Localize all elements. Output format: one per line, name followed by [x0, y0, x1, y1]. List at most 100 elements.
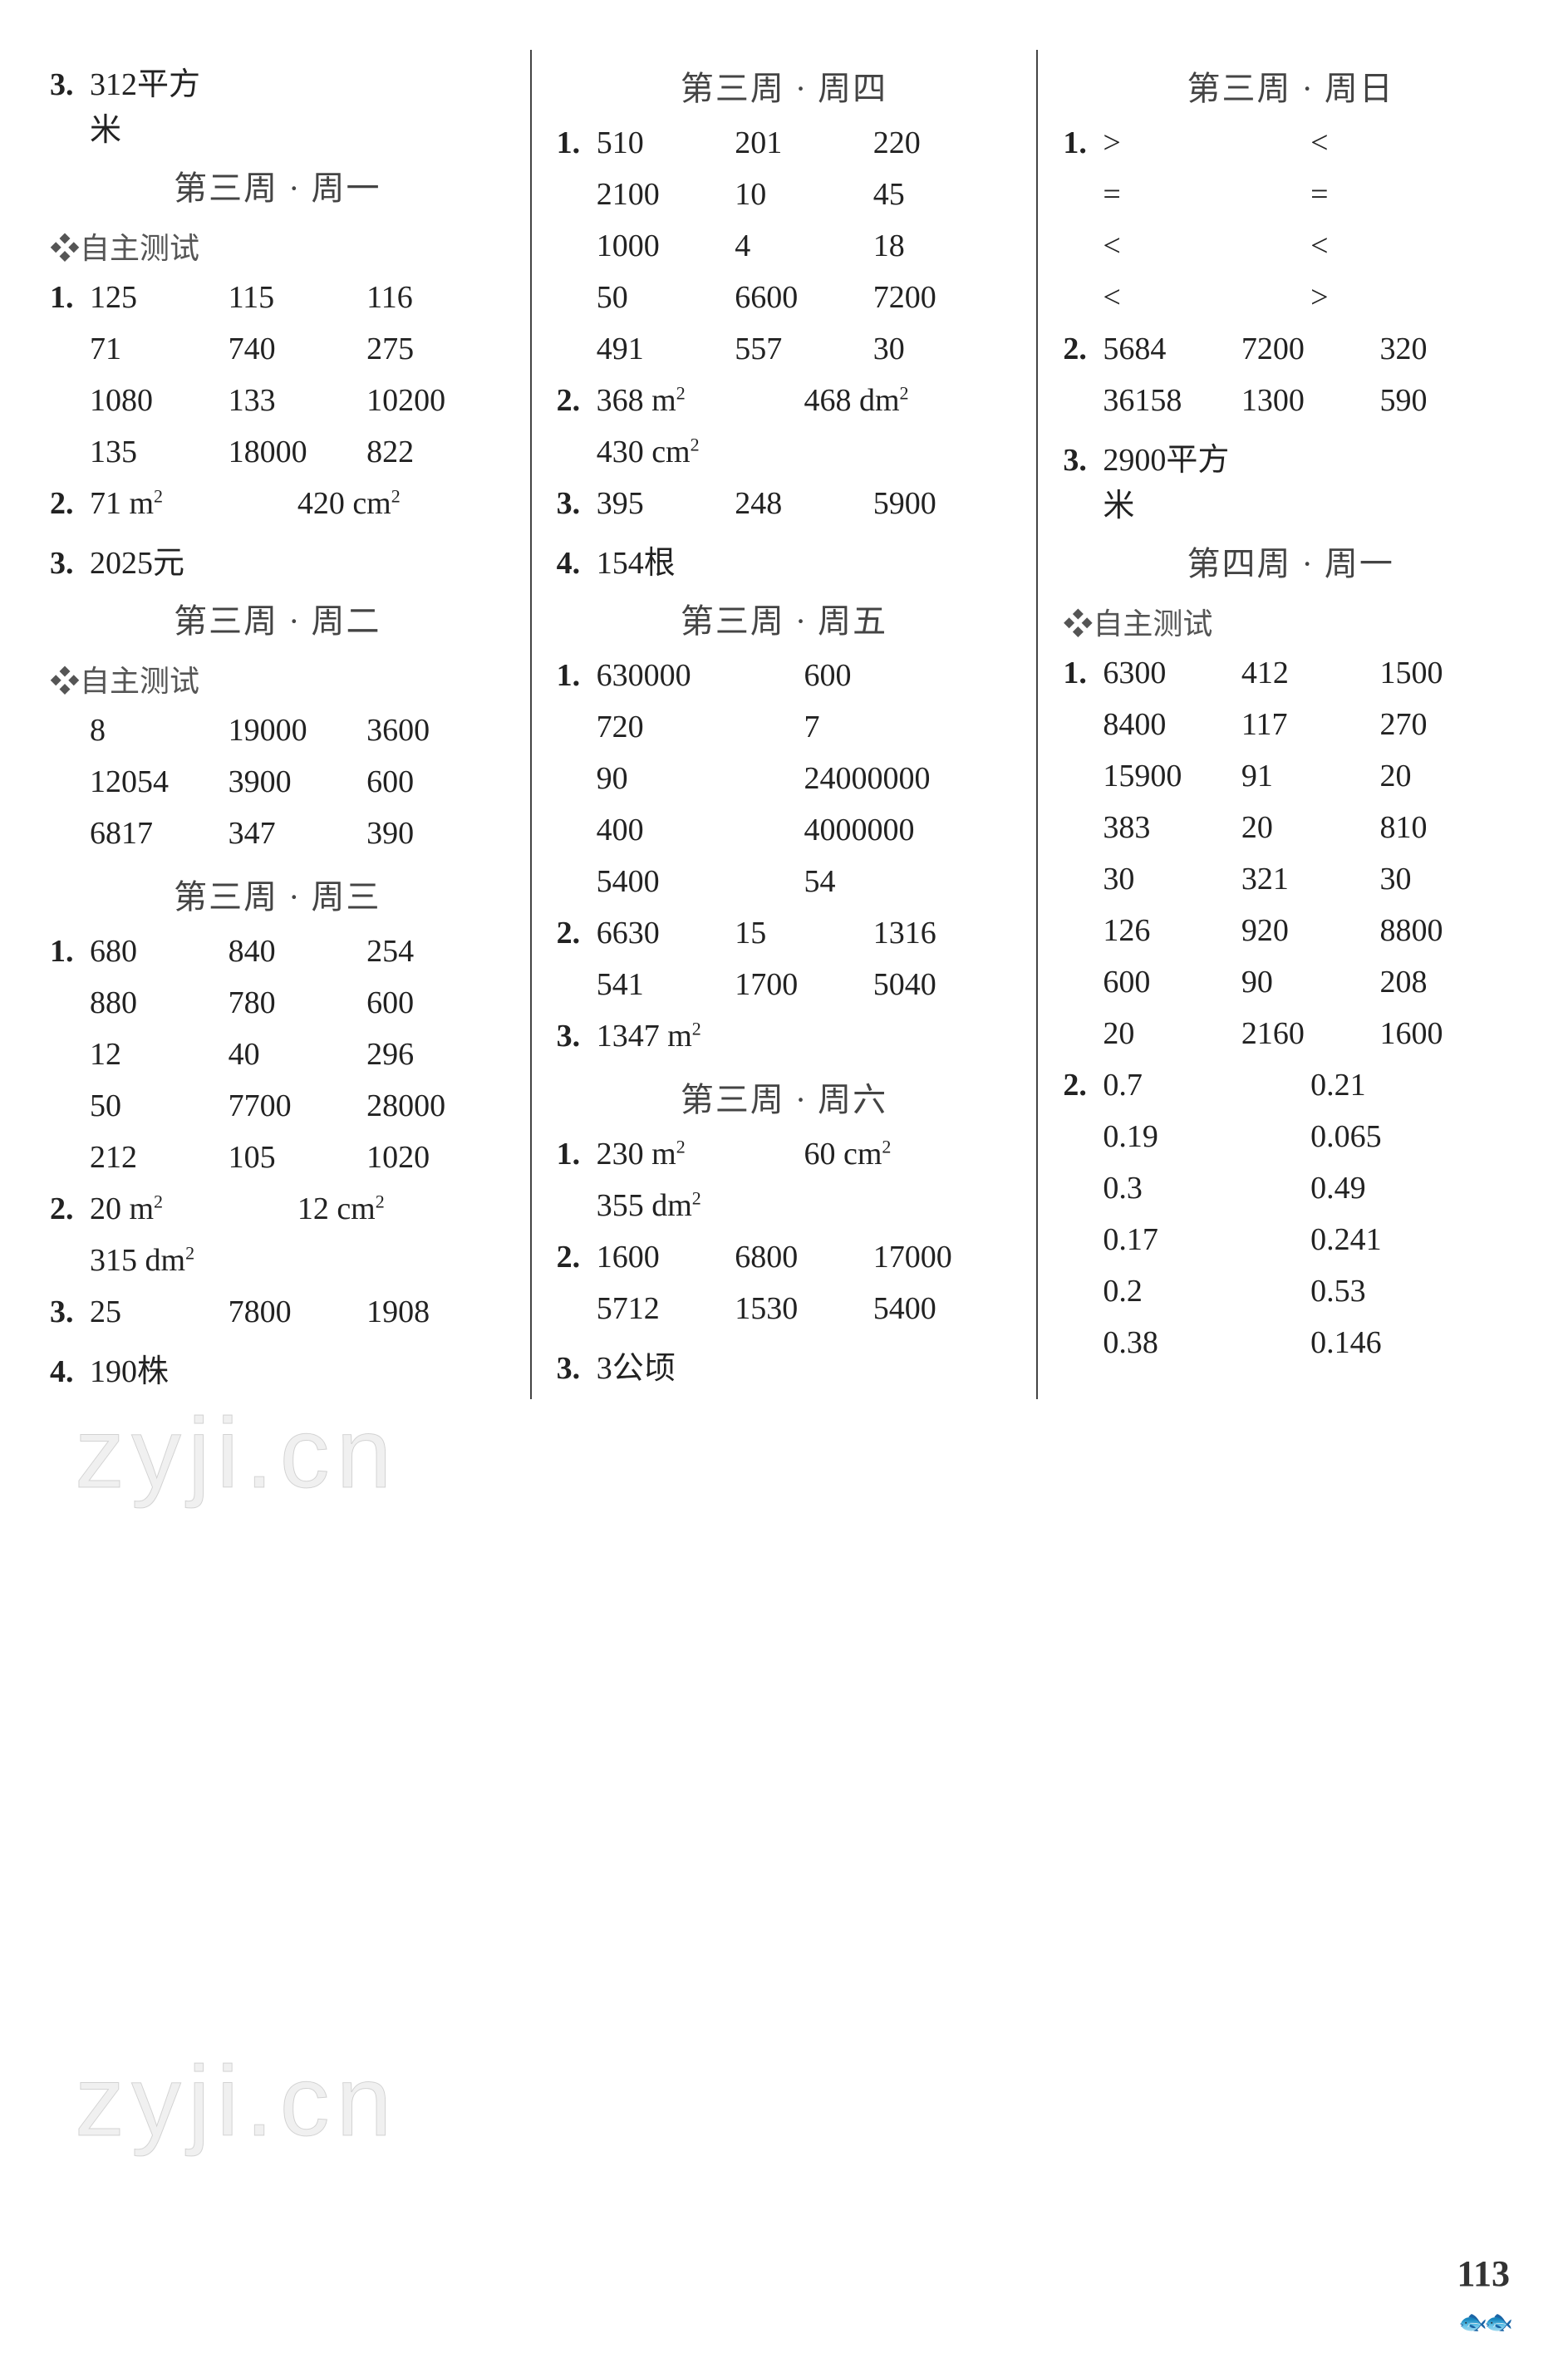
answer-cell: 275	[366, 331, 505, 367]
answer-row: 49155730	[557, 331, 1012, 374]
answer-cell: 2160	[1241, 1015, 1380, 1052]
answer-cell: 1000	[597, 228, 735, 264]
answer-cell: 40	[229, 1036, 367, 1073]
page-container: 3.312平方米第三周 · 周一❖自主测试1.12511511671740275…	[0, 0, 1568, 1424]
answer-row: 8400117270	[1063, 706, 1518, 749]
section-heading: 第三周 · 周日	[1063, 61, 1518, 110]
answer-cell: 133	[229, 382, 367, 419]
answer-row: 6817347390	[50, 815, 505, 858]
answer-cell: 1347 m2	[597, 1018, 735, 1054]
answer-cell: 90	[597, 760, 804, 797]
answer-cell: <	[1103, 228, 1310, 264]
section-heading: 第三周 · 周三	[50, 870, 505, 918]
answer-row: 0.380.146	[1063, 1324, 1518, 1368]
answer-cell: 1600	[1379, 1015, 1518, 1052]
answer-row: 0.30.49	[1063, 1170, 1518, 1213]
answer-row: 1.63004121500	[1063, 655, 1518, 698]
answer-cell: >	[1310, 279, 1518, 316]
answer-row: 7207	[557, 709, 1012, 752]
answer-cell: 355 dm2	[597, 1187, 735, 1224]
answer-cell: 12	[90, 1036, 229, 1073]
answer-cell: 12 cm2	[297, 1191, 505, 1227]
question-number: 3.	[50, 66, 85, 103]
answer-cell: 1300	[1241, 382, 1380, 419]
answer-row: <>	[1063, 279, 1518, 322]
answer-row: <<	[1063, 228, 1518, 271]
answer-cell: 590	[1379, 382, 1518, 419]
question-number: 2.	[557, 1239, 592, 1275]
answer-row: 315 dm2	[50, 1242, 505, 1285]
answer-cell: 0.17	[1103, 1221, 1310, 1258]
answer-row: 2.6630151316	[557, 915, 1012, 958]
answer-row: 0.20.53	[1063, 1273, 1518, 1316]
question-number: 1.	[50, 279, 85, 316]
answer-row: 21001045	[557, 176, 1012, 219]
question-number: 4.	[557, 545, 592, 582]
answer-row: 50770028000	[50, 1088, 505, 1131]
answer-cell: 18000	[229, 434, 367, 470]
answer-cell: 20 m2	[90, 1191, 297, 1227]
section-heading: 第三周 · 周一	[50, 161, 505, 209]
answer-cell: 315 dm2	[90, 1242, 229, 1279]
answer-cell: 600	[804, 657, 1011, 694]
answer-cell: 2100	[597, 176, 735, 213]
answer-cell: 600	[366, 985, 505, 1021]
answer-cell: 491	[597, 331, 735, 367]
answer-cell: 71 m2	[90, 485, 297, 522]
section-subheading: ❖自主测试	[50, 657, 505, 700]
answer-row: 1.510201220	[557, 125, 1012, 168]
answer-row: 4004000000	[557, 812, 1012, 855]
question-number: 1.	[1063, 655, 1098, 691]
answer-row: 71740275	[50, 331, 505, 374]
answer-cell: 270	[1379, 706, 1518, 743]
answer-cell: 557	[735, 331, 873, 367]
answer-row: 355 dm2	[557, 1187, 1012, 1231]
answer-cell: 30	[1103, 861, 1241, 897]
answer-cell: 2025元	[90, 537, 229, 582]
answer-cell: 1530	[735, 1290, 873, 1327]
answer-cell: 1500	[1379, 655, 1518, 691]
answer-cell: 117	[1241, 706, 1380, 743]
answer-row: 2.20 m212 cm2	[50, 1191, 505, 1234]
answer-row: 1.230 m260 cm2	[557, 1136, 1012, 1179]
answer-cell: 420 cm2	[297, 485, 505, 522]
answer-row: 1000418	[557, 228, 1012, 271]
section-subheading: ❖自主测试	[50, 224, 505, 268]
question-number: 2.	[1063, 1067, 1098, 1103]
answer-cell: 154根	[597, 537, 735, 582]
answer-row: 571215305400	[557, 1290, 1012, 1334]
answer-row: 159009120	[1063, 758, 1518, 801]
answer-cell: 1080	[90, 382, 229, 419]
answer-cell: 5712	[597, 1290, 735, 1327]
answer-cell: 254	[366, 933, 505, 970]
answer-row: 13518000822	[50, 434, 505, 477]
answer-cell: 230 m2	[597, 1136, 804, 1172]
answer-cell: 0.7	[1103, 1067, 1310, 1103]
answer-row: 4.190株	[50, 1345, 505, 1391]
answer-cell: 12054	[90, 764, 229, 800]
answer-cell: 320	[1379, 331, 1518, 367]
answer-cell: 7800	[229, 1294, 367, 1330]
answer-row: 54117005040	[557, 966, 1012, 1009]
answer-cell: 15900	[1103, 758, 1241, 794]
answer-row: 9024000000	[557, 760, 1012, 803]
question-number: 3.	[557, 485, 592, 522]
watermark-text: zyji.cn	[75, 2044, 398, 2159]
answer-cell: 0.49	[1310, 1170, 1518, 1206]
answer-cell: 412	[1241, 655, 1380, 691]
answer-row: 2.368 m2468 dm2	[557, 382, 1012, 425]
page-number: 113	[1457, 2252, 1510, 2295]
answer-cell: 720	[597, 709, 804, 745]
answer-cell: 30	[1379, 861, 1518, 897]
answer-cell: 1700	[735, 966, 873, 1003]
answer-row: 1.><	[1063, 125, 1518, 168]
answer-cell: 20	[1379, 758, 1518, 794]
section-heading: 第三周 · 周五	[557, 594, 1012, 642]
question-number: 1.	[557, 125, 592, 161]
answer-cell: <	[1310, 125, 1518, 161]
answer-cell: 680	[90, 933, 229, 970]
answer-row: 8190003600	[50, 712, 505, 755]
answer-cell: 201	[735, 125, 873, 161]
answer-row: 2.71 m2420 cm2	[50, 485, 505, 528]
question-number: 2.	[557, 382, 592, 419]
